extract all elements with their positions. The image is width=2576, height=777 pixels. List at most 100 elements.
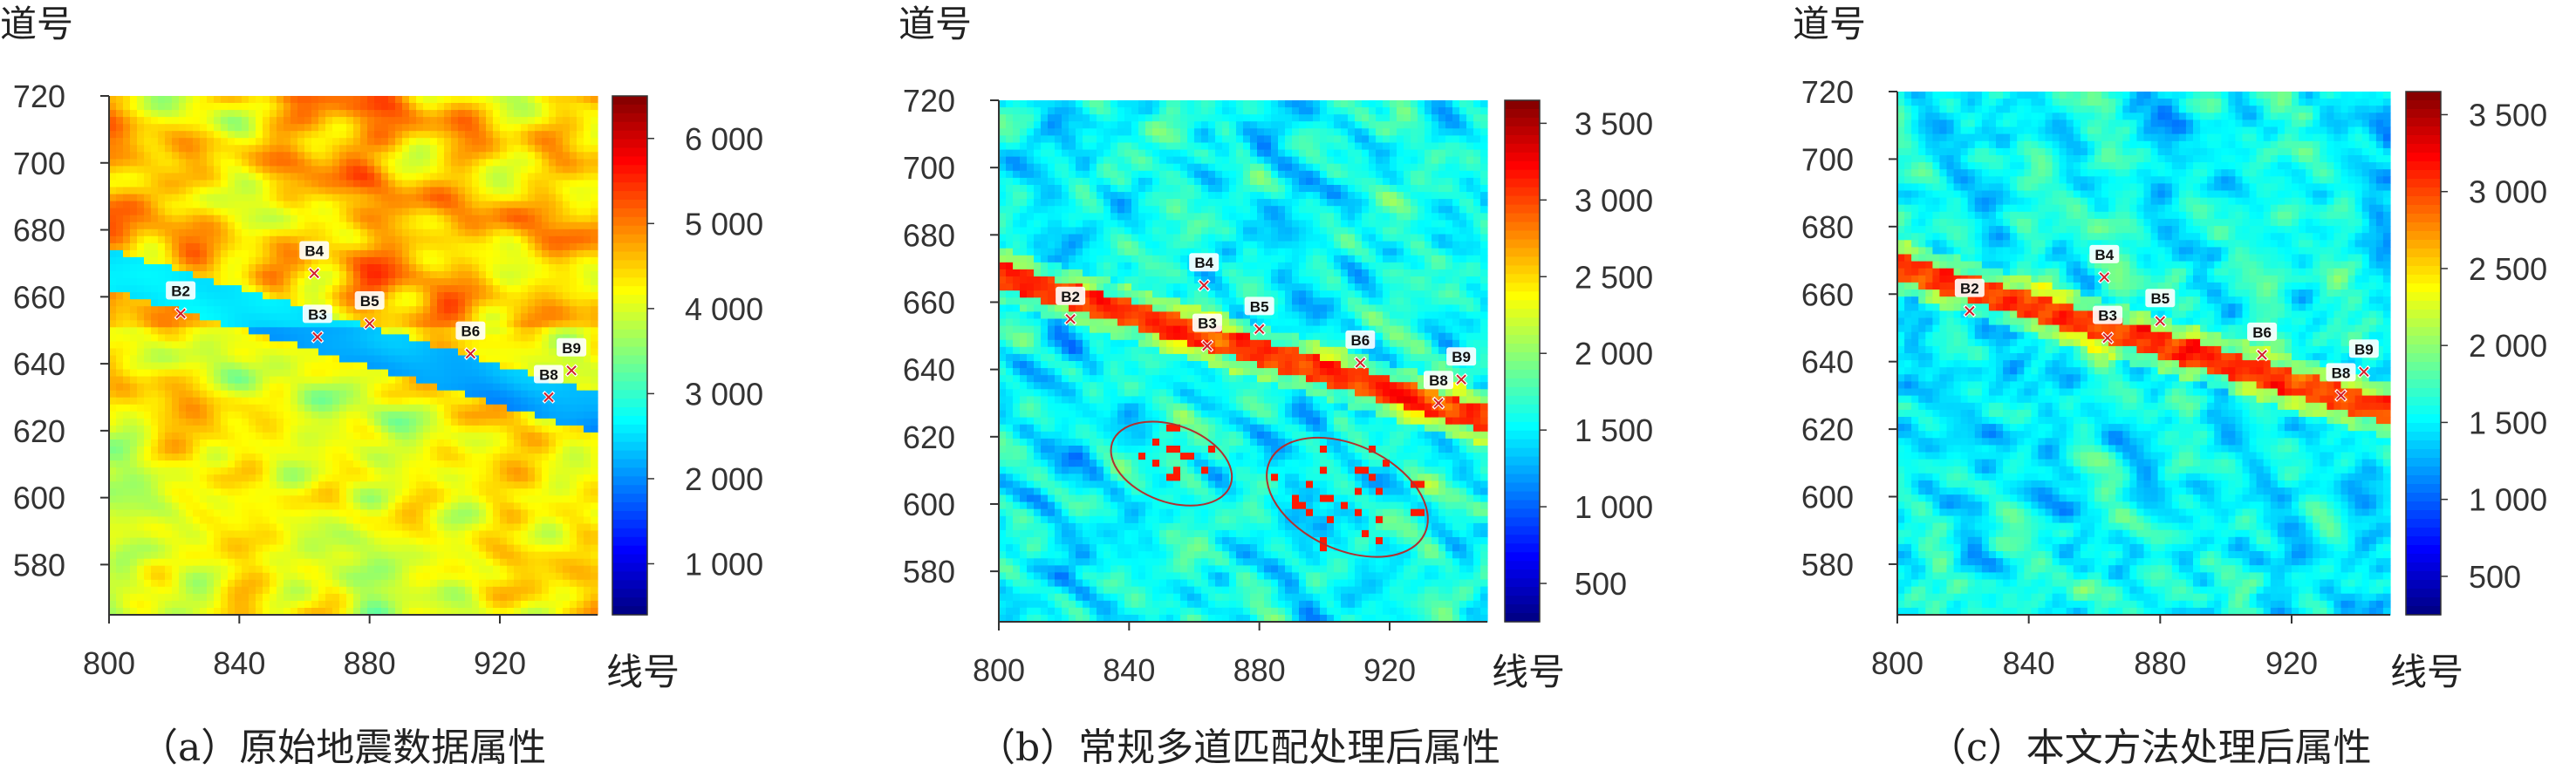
heatmap-cell [284, 292, 291, 300]
heatmap-cell [514, 530, 522, 539]
heatmap-cell [179, 579, 187, 588]
heatmap-cell [500, 432, 508, 440]
heatmap-cell [214, 362, 222, 371]
heatmap-cell [242, 208, 249, 216]
heatmap-cell [256, 299, 263, 307]
heatmap-cell [186, 593, 194, 602]
heatmap-cell [256, 159, 263, 167]
heatmap-cell [402, 124, 410, 132]
heatmap-cell [165, 474, 173, 482]
heatmap-cell [437, 418, 445, 426]
heatmap-cell [270, 432, 277, 440]
heatmap-cell [346, 159, 354, 167]
heatmap-cell [402, 460, 410, 468]
heatmap-cell [116, 362, 124, 371]
heatmap-cell [311, 292, 319, 300]
heatmap-cell [402, 228, 410, 237]
heatmap-cell [165, 264, 173, 272]
heatmap-cell [193, 299, 201, 307]
heatmap-cell [221, 299, 229, 307]
heatmap-cell [430, 131, 438, 139]
heatmap-cell [235, 440, 243, 447]
heatmap-cell [144, 208, 152, 216]
heatmap-cell [263, 299, 270, 307]
heatmap-cell [514, 516, 522, 524]
heatmap-cell [507, 173, 515, 181]
heatmap-cell [409, 285, 417, 293]
heatmap-cell [214, 495, 222, 503]
heatmap-cell [465, 418, 473, 426]
heatmap-cell [570, 516, 577, 524]
heatmap-cell [130, 334, 138, 342]
heatmap-cell [423, 425, 431, 433]
heatmap-cell [507, 306, 515, 314]
heatmap-cell [591, 285, 598, 293]
heatmap-cell [521, 446, 529, 454]
heatmap-cell [472, 242, 480, 251]
heatmap-cell [325, 222, 333, 230]
heatmap-cell [311, 425, 319, 433]
heatmap-cell [430, 110, 438, 118]
heatmap-cell [542, 523, 550, 532]
heatmap-cell [297, 124, 305, 132]
heatmap-cell [388, 235, 396, 244]
heatmap-cell [437, 446, 445, 454]
heatmap-cell [353, 404, 361, 412]
heatmap-cell [137, 460, 145, 468]
heatmap-cell [458, 313, 466, 321]
heatmap-cell [423, 145, 431, 153]
heatmap-cell [193, 355, 201, 364]
heatmap-cell [270, 194, 277, 202]
heatmap-cell [200, 124, 208, 132]
heatmap-cell [249, 390, 256, 399]
heatmap-cell [444, 474, 452, 482]
heatmap-cell [521, 440, 529, 447]
heatmap-cell [242, 341, 249, 349]
heatmap-cell [284, 369, 291, 378]
heatmap-cell [228, 249, 236, 258]
heatmap-cell [228, 502, 236, 510]
heatmap-cell [416, 235, 424, 244]
heatmap-cell [214, 537, 222, 546]
heatmap-cell [116, 418, 124, 426]
heatmap-cell [151, 271, 159, 279]
heatmap-cell [381, 131, 389, 139]
heatmap-cell [367, 481, 375, 489]
heatmap-cell [430, 432, 438, 440]
heatmap-cell [318, 418, 326, 426]
heatmap-cell [465, 278, 473, 286]
heatmap-cell [535, 509, 543, 517]
heatmap-cell [277, 537, 284, 546]
heatmap-cell [556, 208, 564, 216]
heatmap-cell [549, 572, 557, 581]
heatmap-cell [549, 551, 557, 560]
heatmap-cell [193, 369, 201, 378]
heatmap-cell [360, 440, 368, 447]
heatmap-cell [221, 404, 229, 412]
heatmap-cell [332, 460, 340, 468]
heatmap-cell [493, 242, 501, 251]
heatmap-cell [374, 341, 382, 349]
heatmap-cell [493, 187, 501, 195]
heatmap-cell [256, 208, 263, 216]
heatmap-cell [402, 390, 410, 399]
heatmap-cell [172, 180, 180, 188]
heatmap-cell [437, 327, 445, 335]
heatmap-cell [556, 320, 564, 328]
heatmap-cell [339, 376, 347, 385]
heatmap-cell [584, 187, 591, 195]
heatmap-cell [151, 103, 159, 111]
heatmap-cell [123, 131, 131, 139]
heatmap-cell [430, 256, 438, 265]
heatmap-cell [486, 474, 494, 482]
heatmap-cell [444, 460, 452, 468]
heatmap-cell [123, 446, 131, 454]
heatmap-cell [500, 348, 508, 357]
heatmap-cell [395, 369, 403, 378]
heatmap-cell [158, 516, 166, 524]
heatmap-cell [284, 530, 291, 539]
heatmap-cell [584, 376, 591, 385]
heatmap-cell [137, 201, 145, 209]
heatmap-cell [270, 242, 277, 251]
heatmap-cell [584, 124, 591, 132]
